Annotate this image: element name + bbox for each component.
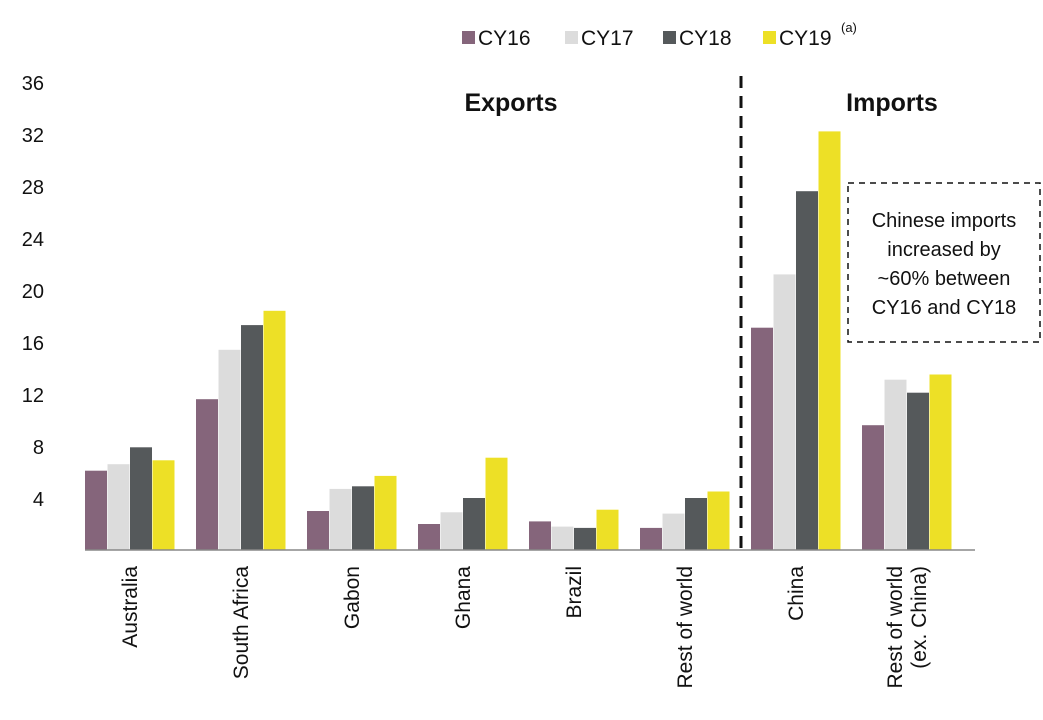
x-tick-label: South Africa [230, 566, 253, 680]
legend-swatch-cy17 [565, 31, 578, 44]
bar-cy19 [596, 509, 619, 550]
bar-cy18 [574, 527, 596, 550]
bar-cy17 [551, 526, 574, 550]
x-tick-label: Rest of world [884, 566, 907, 689]
y-tick-label: 20 [22, 281, 44, 303]
annotation-line-1: Chinese imports [872, 210, 1017, 232]
bar-cy19 [485, 457, 508, 550]
bar-cy18 [907, 392, 929, 550]
x-tick-label: China [785, 566, 808, 621]
y-tick-label: 4 [33, 489, 44, 511]
annotation-line-3: ~60% between [878, 268, 1011, 290]
y-tick-label: 16 [22, 333, 44, 355]
legend-footnote-marker: (a) [841, 20, 857, 35]
legend-label-cy17: CY17 [581, 27, 634, 50]
bar-cy18 [241, 325, 263, 550]
bar-cy19 [374, 475, 397, 550]
x-axis-labels: Australia South Africa Gabon Ghana Brazil Res… [119, 566, 931, 689]
bars [85, 131, 952, 550]
bar-cy18 [352, 486, 374, 550]
legend-swatch-cy19 [763, 31, 776, 44]
y-tick-label: 28 [22, 177, 44, 199]
legend-label-cy19: CY19 [779, 27, 832, 50]
bar-cy17 [218, 349, 241, 550]
x-tick-label: Brazil [563, 566, 586, 619]
bar-cy19 [152, 460, 175, 550]
y-tick-label: 8 [33, 437, 44, 459]
legend-swatch-cy16 [462, 31, 475, 44]
bar-cy16 [196, 399, 218, 550]
legend-label-cy18: CY18 [679, 27, 732, 50]
bar-cy19 [707, 491, 730, 550]
bar-cy17 [440, 512, 463, 550]
group-label-imports: Imports [846, 89, 938, 117]
bar-cy16 [307, 511, 329, 550]
annotation-box: Chinese imports increased by ~60% betwee… [847, 182, 1041, 343]
bar-cy18 [130, 447, 152, 550]
x-tick-label: Rest of world [674, 566, 697, 689]
bar-cy16 [640, 527, 662, 550]
bar-cy16 [85, 470, 107, 550]
bar-cy19 [818, 131, 841, 550]
y-tick-label: 36 [22, 73, 44, 95]
bar-cy17 [884, 379, 907, 550]
bar-cy18 [463, 498, 485, 550]
bar-cy18 [796, 191, 818, 550]
legend-swatch-cy18 [663, 31, 676, 44]
y-axis: 4 8 12 16 20 24 28 32 36 [22, 73, 44, 511]
bar-cy17 [773, 274, 796, 550]
x-tick-label: Ghana [452, 566, 475, 629]
y-tick-label: 32 [22, 125, 44, 147]
bar-cy17 [329, 488, 352, 550]
y-tick-label: 24 [22, 229, 44, 251]
y-tick-label: 12 [22, 385, 44, 407]
bar-cy16 [418, 524, 440, 550]
bar-cy19 [929, 374, 952, 550]
legend: CY16 CY17 CY18 CY19 (a) [462, 20, 857, 50]
annotation-line-2: increased by [887, 239, 1000, 261]
bar-cy18 [685, 498, 707, 550]
legend-label-cy16: CY16 [478, 27, 531, 50]
bar-cy16 [751, 327, 773, 550]
group-label-exports: Exports [464, 89, 557, 117]
bar-cy17 [662, 513, 685, 550]
x-tick-label: (ex. China) [908, 566, 931, 669]
annotation-line-4: CY16 and CY18 [872, 297, 1017, 319]
bar-cy16 [862, 425, 884, 550]
x-tick-label: Gabon [341, 566, 364, 629]
x-tick-label: Australia [119, 566, 142, 648]
bar-cy19 [263, 310, 286, 550]
bar-cy16 [529, 521, 551, 550]
bar-cy17 [107, 464, 130, 550]
